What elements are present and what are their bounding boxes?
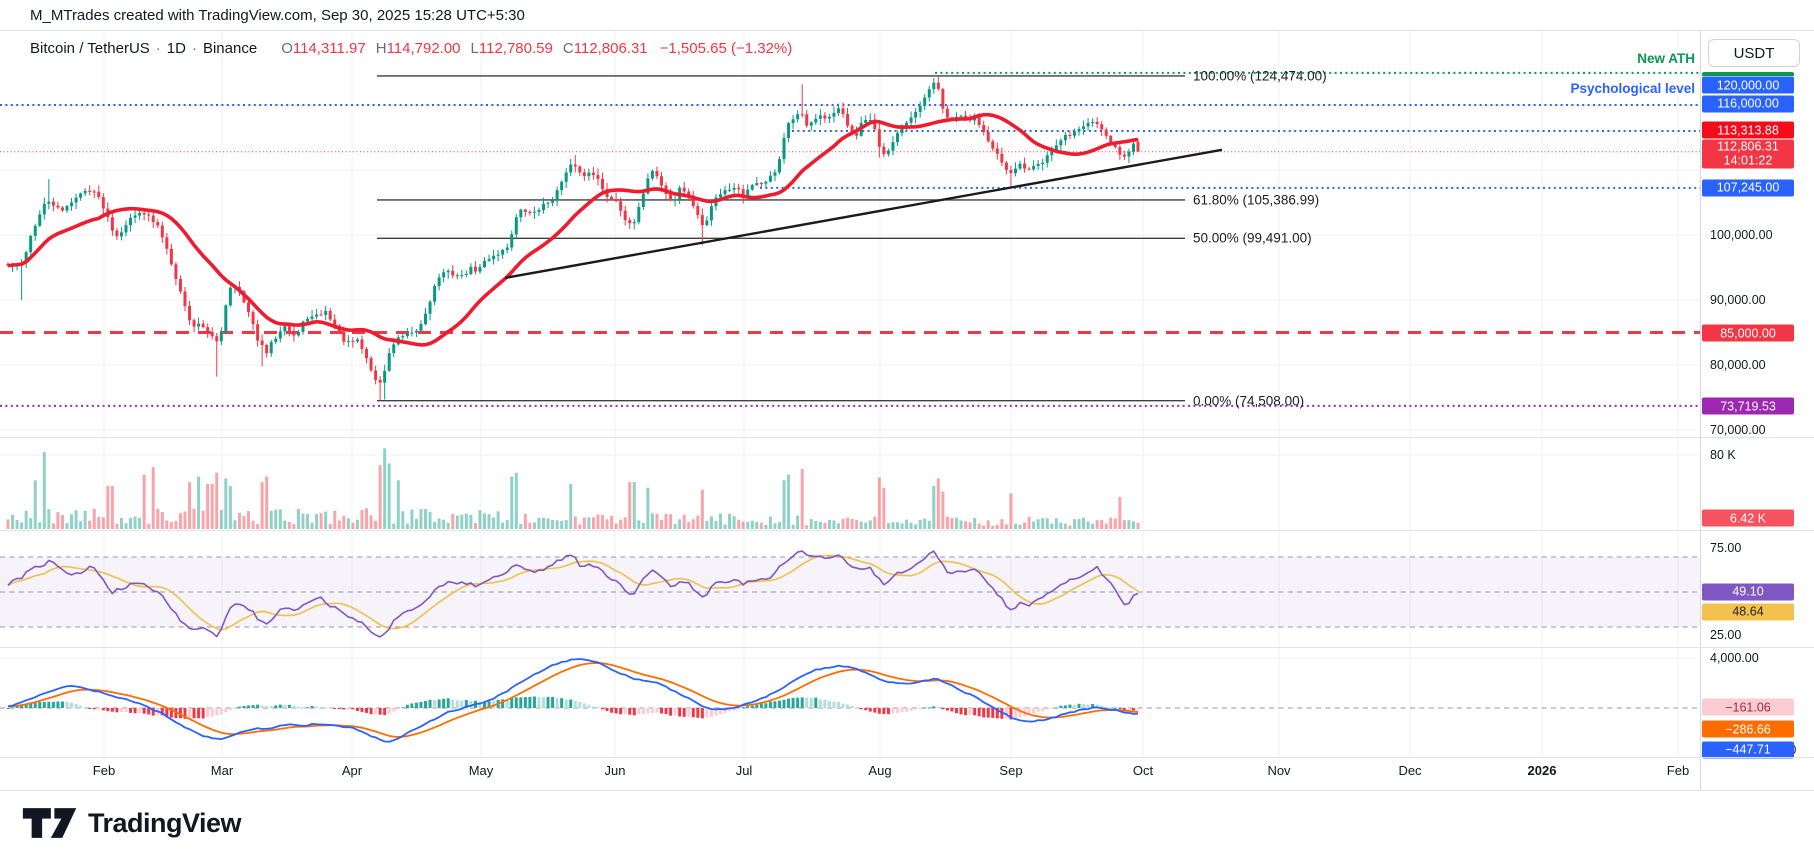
month-label: Jun — [604, 763, 626, 778]
axis-label: 100,000.00 — [1710, 228, 1773, 242]
legend-separator: · — [191, 40, 197, 57]
legend-interval: 1D — [166, 40, 186, 57]
ohlc-value: 114,311.97 — [292, 40, 366, 57]
fib-level-label: 61.80% (105,386.99) — [1193, 192, 1320, 208]
price-badge: −447.71 — [1702, 741, 1794, 758]
tradingview-brand-text: TradingView — [88, 807, 242, 838]
symbol-legend: Bitcoin / TetherUS · 1D · Binance O114,311.97… — [30, 40, 792, 57]
tradingview-footer[interactable]: TradingView — [22, 805, 242, 841]
price-badge: −286.66 — [1702, 720, 1794, 738]
ohlc-value: 114,792.00 — [386, 40, 461, 57]
month-label: May — [468, 763, 494, 778]
month-label: Feb — [92, 763, 116, 778]
attribution-text: M_MTrades created with TradingView.com, … — [30, 7, 525, 24]
month-label: Oct — [1132, 763, 1154, 778]
ohlc-value: 112,780.59 — [478, 40, 553, 57]
month-label: Feb — [1666, 763, 1690, 778]
chart-canvas[interactable] — [0, 0, 1814, 790]
axis-label: 80 K — [1710, 448, 1736, 462]
pane-divider[interactable] — [0, 530, 1814, 531]
price-badge: 85,000.00 — [1702, 324, 1794, 342]
pane-divider[interactable] — [0, 647, 1814, 648]
ohlc-key: O — [281, 40, 293, 57]
symbol-title[interactable]: Bitcoin / TetherUS — [30, 40, 150, 57]
pane-divider — [0, 790, 1814, 791]
price-badge: 6.42 K — [1702, 509, 1794, 527]
price-badge: 120,000.00 — [1702, 76, 1794, 94]
ath-price-label-edge — [1702, 72, 1794, 76]
fib-level-label: 50.00% (99,491.00) — [1193, 230, 1312, 246]
price-badge: 116,000.00 — [1702, 95, 1794, 112]
legend-separator: · — [155, 40, 161, 57]
ohlc-values: O114,311.97 H114,792.00 L112,780.59 C112,80… — [271, 40, 647, 57]
price-badge: 48.64 — [1702, 603, 1794, 620]
currency-toggle-button[interactable]: USDT — [1708, 39, 1800, 67]
month-label: Jul — [735, 763, 753, 778]
ohlc-key: L — [470, 40, 479, 57]
axis-label: 25.00 — [1710, 628, 1742, 642]
ohlc-key: C — [562, 40, 574, 57]
axis-label: 70,000.00 — [1710, 423, 1766, 437]
month-label: Mar — [210, 763, 234, 778]
ohlc-key: H — [375, 40, 387, 57]
price-badge: 49.10 — [1702, 583, 1794, 600]
legend-exchange: Binance — [202, 40, 258, 57]
pane-divider — [0, 757, 1814, 758]
pane-divider — [0, 30, 1814, 31]
fib-level-label: 100.00% (124,474.00) — [1193, 68, 1327, 84]
month-label: Apr — [341, 763, 363, 778]
price-badge: 113,313.88 — [1702, 121, 1794, 139]
snapshot-attribution: M_MTrades created with TradingView.com, … — [30, 7, 525, 24]
change-value: −1,505.65 (−1.32%) — [659, 40, 793, 57]
month-label: Sep — [999, 763, 1023, 778]
month-label: 2026 — [1527, 763, 1557, 778]
axis-label: 90,000.00 — [1710, 293, 1766, 307]
axis-label: 80,000.00 — [1710, 358, 1766, 372]
pane-divider[interactable] — [0, 437, 1814, 438]
price-badge: 73,719.53 — [1702, 397, 1794, 415]
price-badge: −161.06 — [1702, 698, 1794, 716]
axis-label: 4,000.00 — [1710, 651, 1759, 665]
axis-label: 75.00 — [1710, 541, 1742, 555]
price-badge: 107,245.00 — [1702, 179, 1794, 196]
month-label: Aug — [868, 763, 892, 778]
month-label: Dec — [1398, 763, 1422, 778]
price-axis-border — [1700, 30, 1701, 790]
price-badge: 112,806.31 14:01:22 — [1702, 139, 1794, 168]
fib-level-label: 0.00% (74,508.00) — [1193, 393, 1305, 409]
psychological-level-annotation: Psychological level — [1570, 81, 1695, 96]
ohlc-value: 112,806.31 — [573, 40, 648, 57]
month-label: Nov — [1267, 763, 1291, 778]
tradingview-logo-icon — [22, 808, 77, 838]
new-ath-annotation: New ATH — [1637, 51, 1695, 66]
